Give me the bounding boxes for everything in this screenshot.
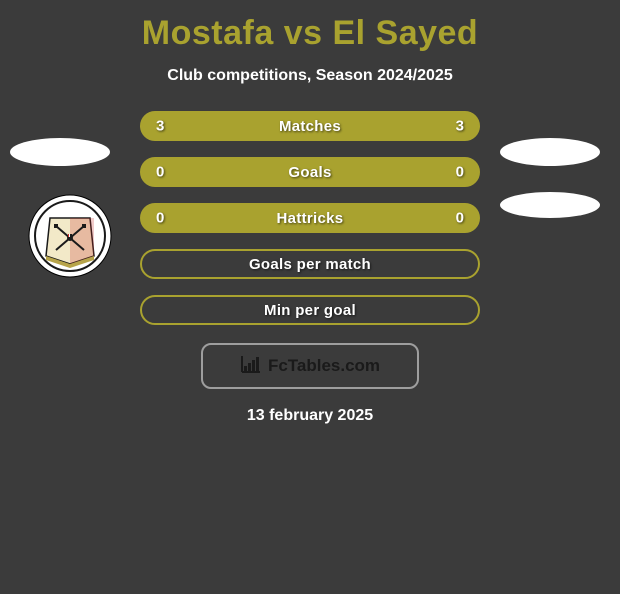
stat-label: Matches <box>279 118 341 135</box>
player-left-ellipse <box>10 138 110 166</box>
stat-label: Hattricks <box>277 210 344 227</box>
branding-box[interactable]: FcTables.com <box>201 343 419 389</box>
stat-right-value: 3 <box>456 118 464 135</box>
stat-label: Goals <box>288 164 331 181</box>
date-text: 13 february 2025 <box>0 407 620 425</box>
player-right-ellipse-2 <box>500 192 600 218</box>
chart-icon <box>240 354 262 379</box>
stat-right-value: 0 <box>456 210 464 227</box>
stat-bar-goals: 0 Goals 0 <box>140 157 480 187</box>
subtitle: Club competitions, Season 2024/2025 <box>0 67 620 85</box>
player-right-ellipse <box>500 138 600 166</box>
stat-left-value: 0 <box>156 210 164 227</box>
stat-bar-matches: 3 Matches 3 <box>140 111 480 141</box>
stat-bar-goals-per-match: Goals per match <box>140 249 480 279</box>
stats-container: 3 Matches 3 0 Goals 0 0 Hattricks 0 Goal… <box>140 111 480 325</box>
stat-bar-min-per-goal: Min per goal <box>140 295 480 325</box>
stat-bar-hattricks: 0 Hattricks 0 <box>140 203 480 233</box>
club-badge <box>28 194 112 278</box>
stat-left-value: 3 <box>156 118 164 135</box>
stat-left-value: 0 <box>156 164 164 181</box>
page-title: Mostafa vs El Sayed <box>0 14 620 53</box>
stat-label: Min per goal <box>264 302 356 319</box>
stat-label: Goals per match <box>249 256 371 273</box>
stat-right-value: 0 <box>456 164 464 181</box>
branding-text: FcTables.com <box>268 356 380 376</box>
